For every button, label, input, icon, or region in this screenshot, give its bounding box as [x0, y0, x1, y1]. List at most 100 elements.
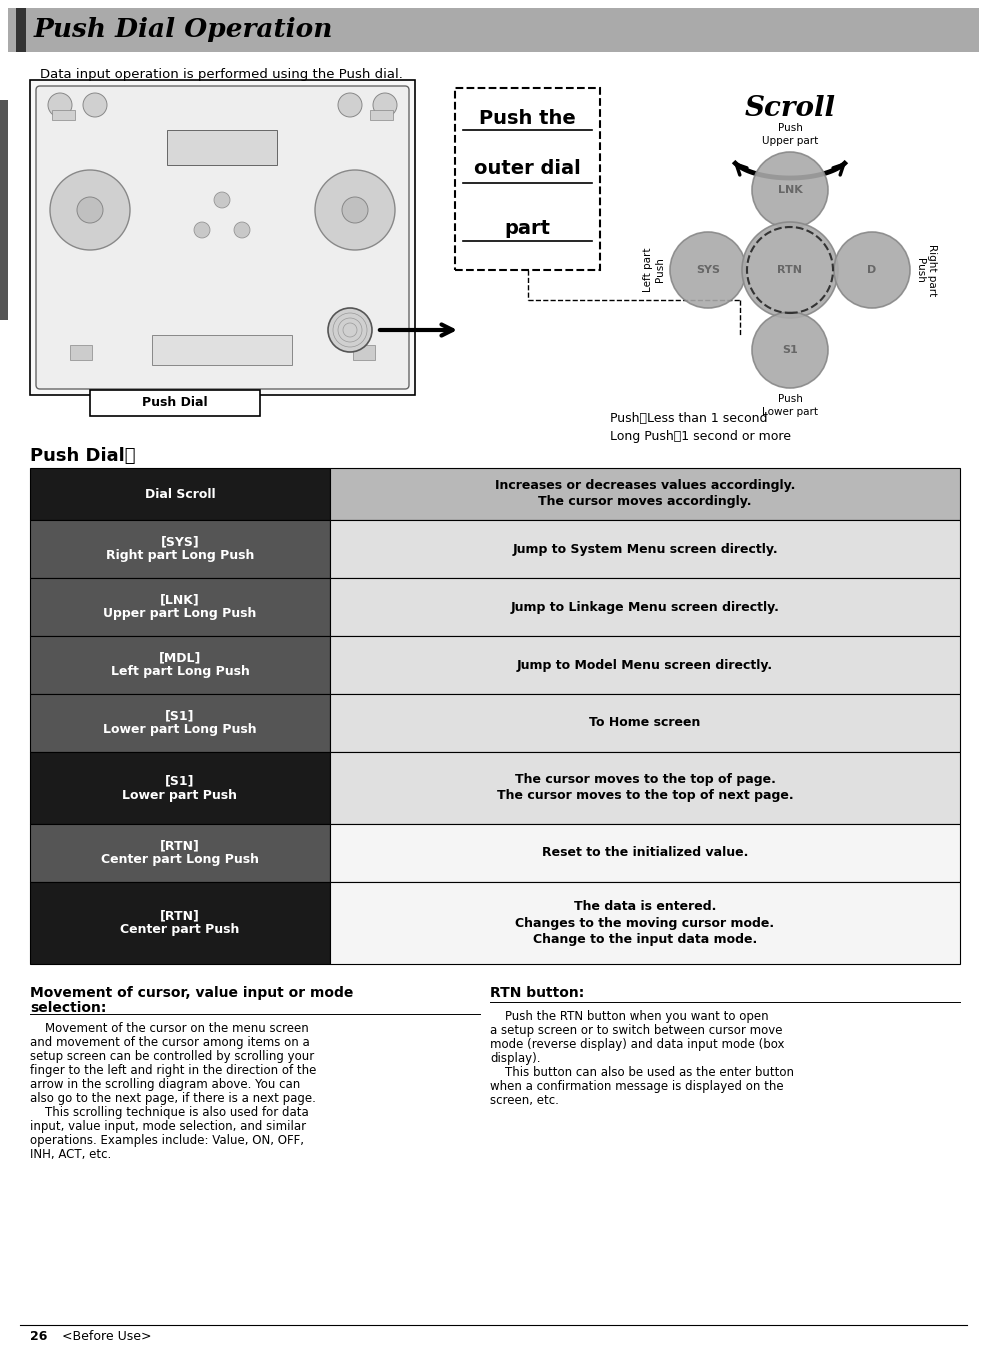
Text: This button can also be used as the enter button: This button can also be used as the ente… — [489, 1065, 793, 1079]
Text: Center part Long Push: Center part Long Push — [101, 853, 258, 867]
Text: Long Push：1 second or more: Long Push：1 second or more — [609, 430, 790, 443]
Bar — [0, 100, 8, 320]
Circle shape — [337, 93, 362, 118]
Circle shape — [751, 151, 827, 228]
Text: screen, etc.: screen, etc. — [489, 1094, 558, 1107]
Text: RTN: RTN — [777, 265, 802, 274]
Text: Push the: Push the — [478, 108, 575, 127]
Text: [MDL]: [MDL] — [159, 652, 201, 664]
Text: when a confirmation message is displayed on the: when a confirmation message is displayed… — [489, 1080, 783, 1092]
Circle shape — [373, 93, 396, 118]
Text: INH, ACT, etc.: INH, ACT, etc. — [30, 1148, 111, 1161]
Text: Data input operation is performed using the Push dial.: Data input operation is performed using … — [40, 68, 402, 81]
Text: [RTN]: [RTN] — [160, 910, 200, 922]
Text: Jump to System Menu screen directly.: Jump to System Menu screen directly. — [512, 542, 777, 556]
Text: Right part Long Push: Right part Long Push — [106, 549, 254, 562]
Text: Push Dial: Push Dial — [142, 396, 208, 410]
Text: mode (reverse display) and data input mode (box: mode (reverse display) and data input mo… — [489, 1038, 784, 1051]
Text: Dial Scroll: Dial Scroll — [145, 488, 215, 500]
Text: finger to the left and right in the direction of the: finger to the left and right in the dire… — [30, 1064, 317, 1078]
Text: RTN button:: RTN button: — [489, 986, 584, 1000]
Text: [S1]: [S1] — [165, 775, 194, 787]
Text: arrow in the scrolling diagram above. You can: arrow in the scrolling diagram above. Yo… — [30, 1078, 300, 1091]
Bar — [329, 635, 959, 694]
Text: Movement of the cursor on the menu screen: Movement of the cursor on the menu scree… — [30, 1022, 309, 1036]
Bar — [167, 130, 277, 165]
Text: Increases or decreases values accordingly.: Increases or decreases values accordingl… — [494, 480, 795, 492]
Text: The cursor moves accordingly.: The cursor moves accordingly. — [537, 495, 751, 508]
Bar — [90, 389, 259, 416]
Text: D: D — [867, 265, 876, 274]
Text: This scrolling technique is also used for data: This scrolling technique is also used fo… — [30, 1106, 309, 1119]
Text: Lower part Push: Lower part Push — [122, 788, 238, 802]
Text: Push: Push — [777, 393, 802, 404]
Bar — [329, 579, 959, 635]
Bar — [30, 635, 329, 694]
Text: The cursor moves to the top of page.: The cursor moves to the top of page. — [514, 773, 775, 787]
Text: setup screen can be controlled by scrolling your: setup screen can be controlled by scroll… — [30, 1051, 314, 1063]
Text: Push the RTN button when you want to open: Push the RTN button when you want to ope… — [489, 1010, 768, 1023]
Circle shape — [315, 170, 394, 250]
Text: <Before Use>: <Before Use> — [62, 1330, 151, 1343]
Bar — [8, 8, 978, 51]
Bar — [329, 823, 959, 882]
Circle shape — [342, 197, 368, 223]
Text: The data is entered.: The data is entered. — [573, 900, 716, 914]
Text: Change to the input data mode.: Change to the input data mode. — [532, 933, 756, 945]
Text: Reset to the initialized value.: Reset to the initialized value. — [541, 846, 747, 860]
Circle shape — [214, 192, 230, 208]
Text: outer dial: outer dial — [473, 158, 581, 177]
Text: and movement of the cursor among items on a: and movement of the cursor among items o… — [30, 1036, 310, 1049]
Circle shape — [83, 93, 106, 118]
Bar — [353, 345, 375, 360]
Bar — [329, 752, 959, 823]
Text: Push Dial Operation: Push Dial Operation — [34, 18, 333, 42]
Text: [SYS]: [SYS] — [161, 535, 199, 549]
Text: Center part Push: Center part Push — [120, 923, 240, 937]
Text: also go to the next page, if there is a next page.: also go to the next page, if there is a … — [30, 1092, 316, 1105]
Bar — [30, 80, 414, 395]
Text: Upper part: Upper part — [761, 137, 817, 146]
Bar — [329, 521, 959, 579]
Text: Upper part Long Push: Upper part Long Push — [104, 607, 256, 621]
Bar — [30, 468, 329, 521]
Circle shape — [833, 233, 909, 308]
Text: Push：Less than 1 second: Push：Less than 1 second — [609, 412, 767, 425]
Text: Right part
Push: Right part Push — [914, 243, 936, 296]
Circle shape — [234, 222, 249, 238]
Circle shape — [751, 312, 827, 388]
Text: Jump to Model Menu screen directly.: Jump to Model Menu screen directly. — [517, 658, 772, 672]
Text: Scroll: Scroll — [743, 95, 835, 122]
Bar — [30, 882, 329, 964]
Bar — [370, 110, 392, 120]
Circle shape — [327, 308, 372, 352]
Text: [LNK]: [LNK] — [160, 594, 200, 607]
Text: Left part Long Push: Left part Long Push — [110, 665, 249, 679]
Bar — [30, 694, 329, 752]
Text: a setup screen or to switch between cursor move: a setup screen or to switch between curs… — [489, 1023, 782, 1037]
Circle shape — [669, 233, 745, 308]
Text: input, value input, mode selection, and similar: input, value input, mode selection, and … — [30, 1119, 306, 1133]
Text: [RTN]: [RTN] — [160, 840, 200, 853]
Text: Jump to Linkage Menu screen directly.: Jump to Linkage Menu screen directly. — [510, 600, 779, 614]
Text: To Home screen: To Home screen — [589, 717, 700, 730]
Bar — [30, 521, 329, 579]
Text: LNK: LNK — [777, 185, 802, 195]
Text: [S1]: [S1] — [165, 710, 194, 722]
Bar — [329, 882, 959, 964]
Circle shape — [50, 170, 130, 250]
Text: display).: display). — [489, 1052, 540, 1065]
Text: selection:: selection: — [30, 1000, 106, 1015]
Text: Lower part: Lower part — [761, 407, 817, 416]
Bar — [329, 468, 959, 521]
Text: 26: 26 — [30, 1330, 47, 1343]
Text: Push: Push — [777, 123, 802, 132]
Bar — [152, 335, 292, 365]
Text: Push Dial：: Push Dial： — [30, 448, 135, 465]
Bar — [329, 694, 959, 752]
Bar — [16, 8, 26, 51]
Bar — [70, 345, 92, 360]
Text: Movement of cursor, value input or mode: Movement of cursor, value input or mode — [30, 986, 353, 1000]
Text: operations. Examples include: Value, ON, OFF,: operations. Examples include: Value, ON,… — [30, 1134, 304, 1146]
FancyBboxPatch shape — [35, 87, 408, 389]
